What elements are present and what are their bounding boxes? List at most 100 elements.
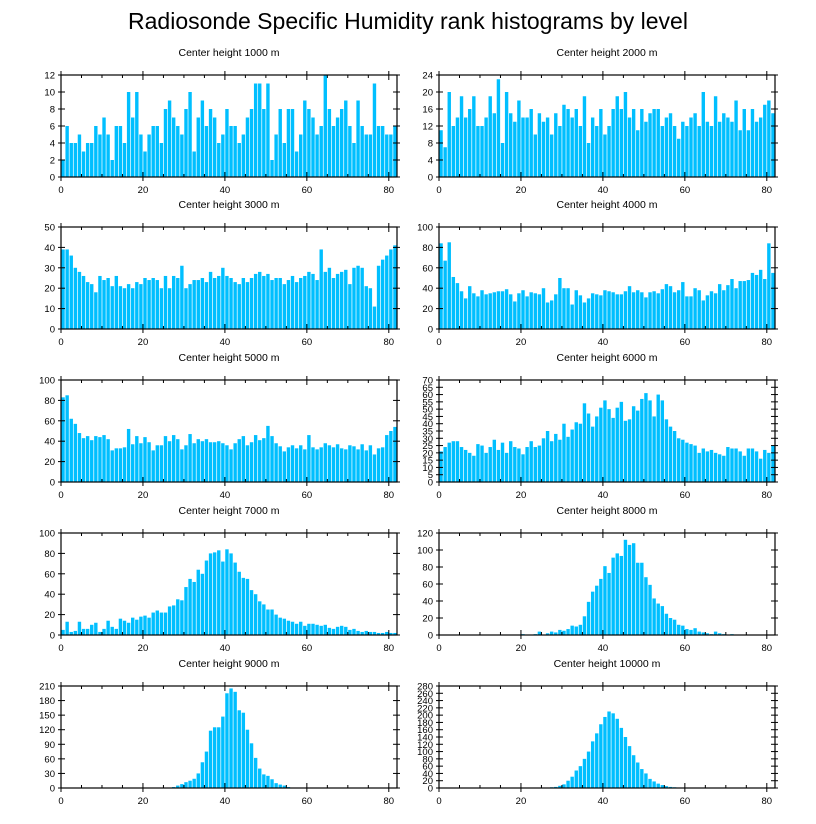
bar — [603, 400, 607, 482]
x-tick-label: 60 — [680, 643, 691, 654]
bar — [767, 243, 771, 329]
bar — [237, 143, 241, 177]
x-tick-label: 0 — [58, 643, 63, 654]
bar — [521, 454, 525, 482]
x-tick-label: 80 — [762, 337, 773, 348]
bar — [619, 109, 624, 177]
bar — [656, 109, 660, 177]
bar — [229, 126, 233, 177]
bar — [245, 578, 250, 635]
bar — [668, 426, 673, 482]
bar — [319, 447, 323, 482]
bar — [167, 288, 172, 329]
bar — [299, 134, 303, 177]
bar — [217, 275, 221, 329]
bar — [135, 92, 139, 177]
bar — [668, 618, 673, 635]
y-tick-label: 30 — [422, 434, 433, 445]
bar — [327, 267, 332, 329]
bar — [348, 629, 352, 635]
x-tick-label: 40 — [598, 796, 609, 807]
bar — [364, 630, 368, 635]
bar — [677, 438, 681, 482]
bar — [672, 619, 677, 635]
bar — [176, 599, 180, 635]
bar — [114, 628, 119, 635]
bar — [754, 121, 759, 177]
bar — [443, 260, 447, 329]
bar — [73, 423, 78, 482]
bar — [245, 282, 250, 329]
bar — [389, 134, 393, 177]
y-tick-label: 0 — [428, 478, 433, 489]
bar — [545, 431, 550, 482]
bar — [549, 631, 554, 635]
bar — [196, 773, 200, 788]
bar — [717, 284, 722, 329]
y-tick-label: 100 — [417, 747, 433, 758]
bar — [517, 293, 521, 329]
bar — [566, 780, 570, 788]
bar — [204, 282, 209, 329]
bar — [681, 121, 685, 177]
y-tick-label: 65 — [422, 383, 433, 394]
bar — [619, 727, 624, 788]
bar — [742, 109, 746, 177]
bar — [480, 126, 484, 177]
bar — [221, 443, 225, 482]
bar — [480, 290, 484, 329]
bar — [574, 290, 578, 329]
bar — [484, 117, 488, 177]
bar — [85, 282, 90, 329]
bar — [151, 126, 155, 177]
bar — [623, 539, 628, 635]
bar — [529, 109, 533, 177]
bar — [562, 630, 566, 635]
bar — [492, 113, 497, 177]
bar — [672, 431, 677, 482]
y-tick-label: 40 — [422, 419, 433, 430]
plot-frame — [60, 532, 398, 636]
bar — [327, 627, 332, 635]
bar — [586, 298, 591, 329]
bar — [278, 617, 282, 635]
bar — [451, 276, 456, 329]
x-tick-label: 60 — [680, 185, 691, 196]
x-tick-label: 20 — [138, 337, 149, 348]
bar — [664, 117, 669, 177]
bar — [660, 126, 665, 177]
bar — [636, 762, 640, 788]
panel-7: Center height 7000 m 0 20 40 60 80 0 20 40 60 80 10… — [39, 505, 400, 654]
bar — [603, 716, 607, 788]
x-tick-label: 20 — [516, 490, 527, 501]
bar — [98, 134, 102, 177]
bar — [344, 626, 348, 635]
bar — [270, 160, 274, 177]
bar — [558, 439, 562, 482]
bar — [278, 784, 282, 788]
bar — [352, 446, 356, 482]
bar — [122, 620, 127, 635]
bar — [525, 296, 529, 329]
bar — [582, 758, 587, 788]
y-tick-label: 0 — [50, 173, 55, 184]
y-tick-label: 90 — [44, 740, 55, 751]
bar — [266, 775, 270, 788]
y-tick-label: 20 — [422, 304, 433, 315]
bar — [722, 455, 726, 482]
bar — [241, 436, 246, 482]
bar — [685, 442, 689, 482]
bar — [463, 117, 468, 177]
y-tick-label: 240 — [417, 696, 433, 707]
bar — [730, 121, 734, 177]
y-tick-label: 40 — [44, 243, 55, 254]
bar — [668, 113, 673, 177]
bar — [496, 79, 501, 177]
bar — [360, 444, 364, 482]
bar — [188, 284, 192, 329]
bar — [290, 109, 295, 177]
bar — [204, 751, 209, 788]
x-tick-label: 60 — [302, 796, 313, 807]
bar — [644, 773, 648, 788]
bar — [327, 445, 332, 482]
